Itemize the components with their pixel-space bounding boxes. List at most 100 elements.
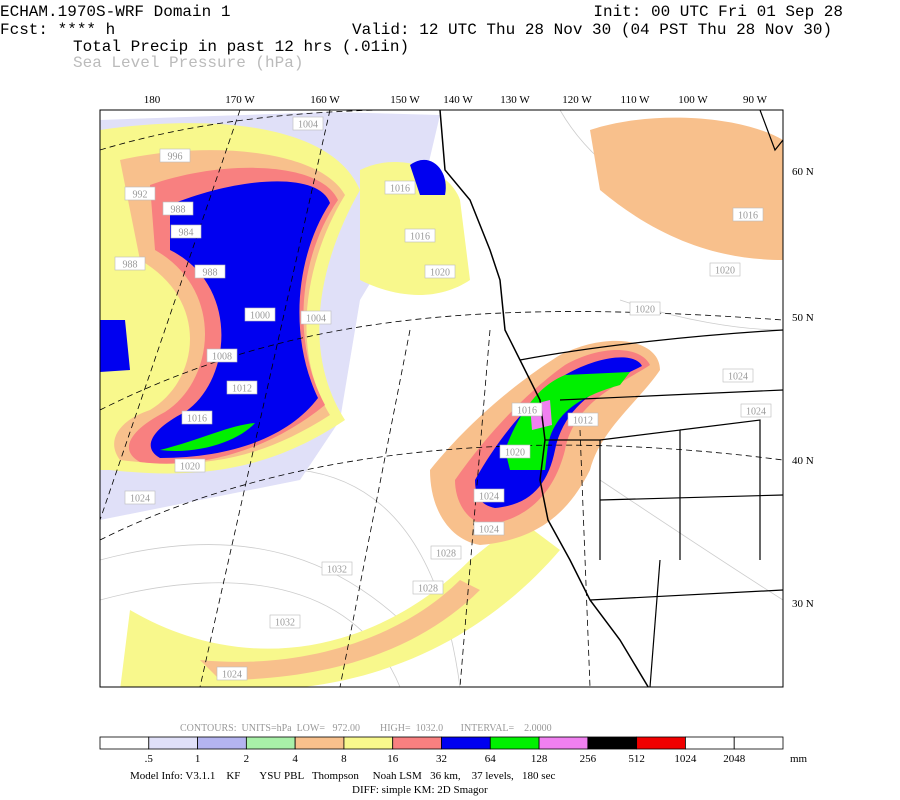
contour-label: 1020 <box>505 448 525 459</box>
contour-label: 1016 <box>410 232 430 243</box>
colorbar-swatch <box>685 736 735 750</box>
latitude-label: 60 N <box>792 166 814 178</box>
contour-label: 1016 <box>738 211 758 222</box>
contour-info: CONTOURS: UNITS=hPa LOW= 972.00 HIGH= 10… <box>180 723 552 734</box>
longitude-label: 140 W <box>443 94 473 106</box>
longitude-label: 180 <box>144 94 161 106</box>
contour-label-box <box>159 148 191 163</box>
contour-label-box <box>567 412 599 427</box>
contour-label-box <box>499 444 531 459</box>
contour-label-box <box>206 348 238 363</box>
colorbar-label: 2 <box>244 753 250 765</box>
precip-band <box>590 117 783 260</box>
colorbar-swatch <box>538 736 589 750</box>
longitude-label: 160 W <box>310 94 340 106</box>
contour-label-box <box>244 307 276 322</box>
contour-label: 988 <box>171 205 186 216</box>
colorbar-swatch <box>148 736 198 750</box>
colorbar-label: 1 <box>195 753 201 765</box>
model-info: Model Info: V3.1.1 KF YSU PBL Thompson N… <box>130 770 555 782</box>
colorbar-label: 256 <box>580 753 597 765</box>
colorbar-label: 8 <box>341 753 347 765</box>
contour-label-box <box>732 207 764 222</box>
colorbar-swatch <box>587 736 638 750</box>
contour-label: 1028 <box>436 549 456 560</box>
graticule <box>100 110 783 687</box>
contour-label-box <box>174 458 206 473</box>
colorbar-label: 1024 <box>674 753 697 765</box>
colorbar-swatch <box>245 736 296 750</box>
precip-heavy <box>160 423 255 451</box>
colorbar-label: 2048 <box>723 753 746 765</box>
contour-label: 1020 <box>635 305 655 316</box>
longitude-label: 150 W <box>390 94 420 106</box>
contour-label-box <box>300 310 332 325</box>
map: 180 170 W 160 W 150 W 140 W 130 W 120 W 110 W 10… <box>99 94 814 688</box>
longitude-label: 120 W <box>562 94 592 106</box>
contour-label: 1016 <box>187 414 207 425</box>
colorbar-label: 16 <box>387 753 399 765</box>
contour-label: 1024 <box>479 525 499 536</box>
contour-label: 1000 <box>250 311 270 322</box>
contour-label-box <box>292 116 324 131</box>
colorbar: .5 1 2 4 8 16 32 64 128 256 512 1024 2048 mm <box>99 736 808 765</box>
longitude-label: 130 W <box>500 94 530 106</box>
contour-label-box <box>269 614 301 629</box>
contour-label-box <box>412 580 444 595</box>
colorbar-swatch <box>343 736 394 750</box>
diff-info: DIFF: simple KM: 2D Smagor <box>352 784 488 796</box>
contour-label: 992 <box>133 190 148 201</box>
colorbar-label: 512 <box>628 753 645 765</box>
contour-label: 1012 <box>232 384 252 395</box>
colorbar-swatch <box>441 736 491 750</box>
contour-label-box <box>194 264 226 279</box>
colorbar-swatch <box>733 736 784 750</box>
longitude-label: 170 W <box>225 94 255 106</box>
contour-label: 1016 <box>517 406 537 417</box>
contour-label-box <box>473 488 505 503</box>
colorbar-swatch <box>636 736 686 750</box>
contour-label-box <box>216 666 248 681</box>
precip-heavy <box>100 320 130 372</box>
contour-label-box <box>114 256 146 271</box>
contour-label: 1008 <box>212 352 232 363</box>
contour-label: 1020 <box>180 462 200 473</box>
forecast-hour: Fcst: **** h <box>0 21 115 39</box>
contour-label: 1012 <box>573 416 593 427</box>
contour-label-box <box>473 521 505 536</box>
contour-label-box <box>709 262 741 277</box>
contour-label: 984 <box>179 228 194 239</box>
contour-label: 1024 <box>728 372 748 383</box>
contour-label-box <box>170 224 202 239</box>
contour-label: 1032 <box>327 565 347 576</box>
latitude-label: 30 N <box>792 598 814 610</box>
precip-heavy <box>475 357 642 508</box>
longitude-label: 90 W <box>743 94 768 106</box>
longitude-label: 110 W <box>620 94 650 106</box>
contour-label-box <box>321 561 353 576</box>
contour-label-box <box>124 186 156 201</box>
model-title: ECHAM.1970S-WRF Domain 1 <box>0 3 230 21</box>
latitude-label: 40 N <box>792 455 814 467</box>
contour-label-box <box>511 402 543 417</box>
field-slp: Sea Level Pressure (hPa) <box>73 54 303 72</box>
contour-label: 1020 <box>715 266 735 277</box>
colorbar-swatch <box>99 736 150 750</box>
contour-label-box <box>124 490 156 505</box>
precip-heavy <box>150 181 330 458</box>
contour-label: 988 <box>123 260 138 271</box>
contour-label: 1024 <box>746 407 766 418</box>
contour-label: 1004 <box>306 314 326 325</box>
borders <box>519 110 783 687</box>
colorbar-swatch <box>197 736 247 750</box>
contour-label-box <box>430 545 462 560</box>
contour-label-box <box>722 368 754 383</box>
longitude-label: 100 W <box>678 94 708 106</box>
contour-label-box <box>226 380 258 395</box>
colorbar-unit: mm <box>790 753 808 765</box>
colorbar-swatch <box>294 736 345 750</box>
precip-heavy <box>410 159 446 195</box>
colorbar-swatch <box>489 736 540 750</box>
colorbar-swatch <box>392 736 442 750</box>
